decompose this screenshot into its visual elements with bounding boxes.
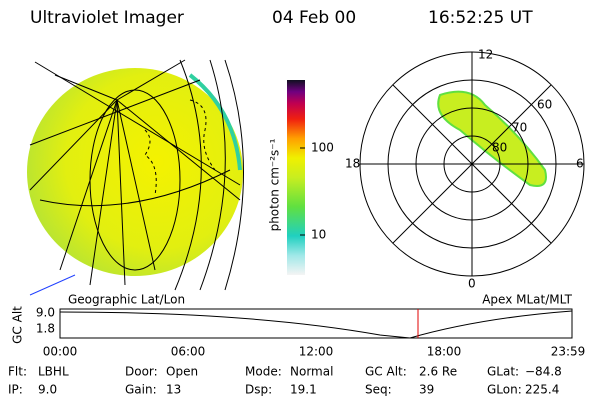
status-value: Normal [290, 365, 333, 379]
orbit-frame [59, 308, 573, 339]
orbit-y-label: 9.0 [36, 306, 55, 320]
status-label: Mode: [245, 365, 282, 379]
status-label: Door: [125, 365, 158, 379]
status-label: GLon: [487, 383, 522, 397]
status-value: −84.8 [525, 365, 562, 379]
colorbar-label: photon cm⁻²s⁻¹ [268, 138, 282, 231]
status-value: 2.6 Re [419, 365, 457, 379]
status-label: Dsp: [245, 383, 272, 397]
status-label: Gain: [125, 383, 157, 397]
mlt-label: 6 [576, 157, 584, 171]
globe-image [27, 59, 244, 296]
status-label: Flt: [8, 365, 27, 379]
colorbar-tick-label: 10 [311, 228, 326, 242]
orbit-title: Apex MLat/MLT [482, 293, 572, 307]
colorbar [287, 80, 305, 275]
status-label: GC Alt: [365, 365, 407, 379]
orbit-x-label: 18:00 [427, 345, 462, 359]
orbit-x-label: 00:00 [43, 345, 78, 359]
status-value: Open [166, 365, 198, 379]
status-label: GLat: [487, 365, 519, 379]
mlt-label: 12 [478, 48, 493, 62]
instrument: Ultraviolet Imager [30, 8, 184, 28]
status-panel: Flt: LBHL Door: Open Mode: Normal GC Alt: 2.6 R… [8, 365, 562, 397]
status-value: LBHL [38, 365, 69, 379]
orbit-y-label: 1.8 [36, 322, 55, 336]
colorbar-tick-label: 100 [311, 141, 334, 155]
lat-label: 60 [537, 98, 552, 112]
mlt-label: 0 [468, 277, 476, 291]
status-value: 225.4 [525, 383, 559, 397]
status-value: 9.0 [38, 383, 57, 397]
mlt-label: 18 [345, 157, 360, 171]
lat-label: 70 [512, 121, 527, 135]
orbit-title: Geographic Lat/Lon [68, 293, 185, 307]
lat-label: 80 [492, 141, 507, 155]
status-value: 19.1 [290, 383, 317, 397]
time: 16:52:25 UT [428, 8, 533, 28]
status-value: 13 [166, 383, 181, 397]
status-label: IP: [8, 383, 23, 397]
date: 04 Feb 00 [272, 8, 356, 28]
orbit-axis-label: GC Alt [11, 306, 25, 344]
status-label: Seq: [365, 383, 392, 397]
orbit-x-label: 06:00 [171, 345, 206, 359]
orbit-x-label: 12:00 [299, 345, 334, 359]
status-value: 39 [419, 383, 434, 397]
orbit-x-label: 23:59 [551, 345, 586, 359]
orbit-curve [59, 310, 573, 339]
polar-plot [359, 51, 585, 277]
